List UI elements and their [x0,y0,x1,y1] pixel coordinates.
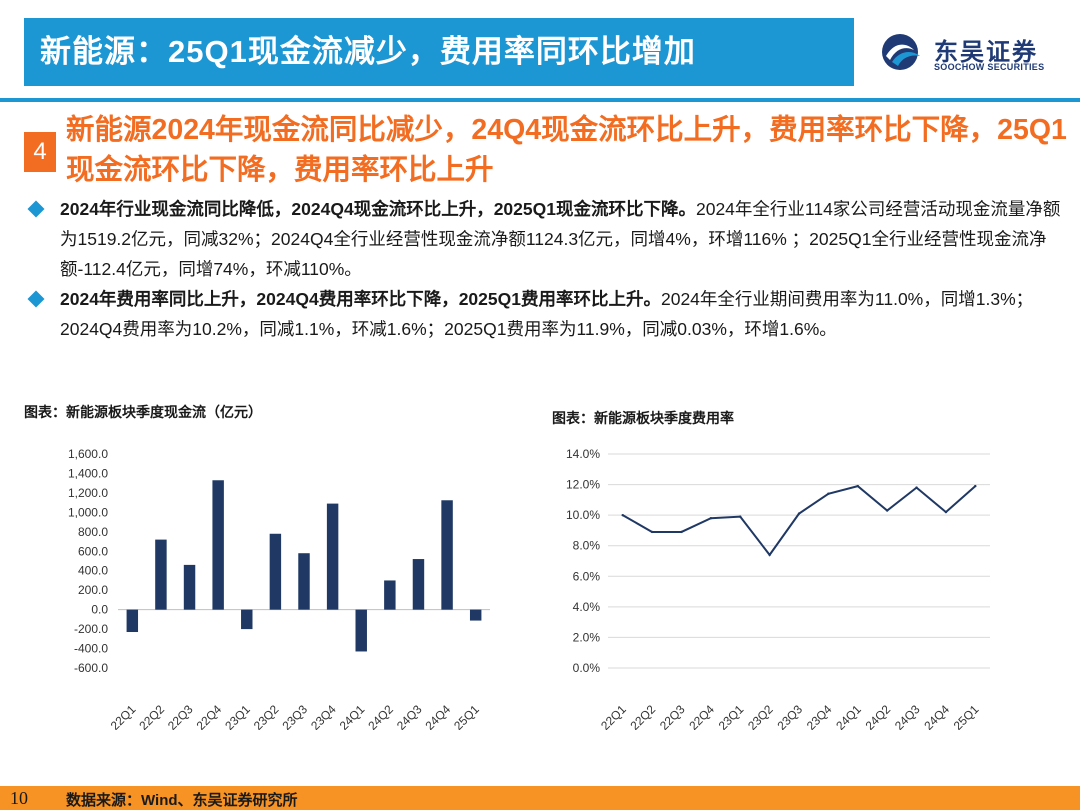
point-25Q1 [974,484,977,488]
x-tick-label: 22Q3 [657,702,688,730]
x-tick-label: 24Q1 [833,702,864,730]
bar-24Q4 [441,500,453,610]
bar-23Q2 [269,533,282,610]
y-tick-label: 6.0% [573,569,601,583]
bar-22Q3 [183,564,196,610]
bar-25Q1 [469,609,482,621]
x-tick-label: 25Q1 [951,702,982,730]
point-24Q3 [915,486,918,489]
point-23Q1 [739,515,742,518]
bullet-item-cashflow: 2024年行业现金流同比降低，2024Q4现金流环比上升，2025Q1现金流环比… [24,194,1074,284]
point-22Q1 [621,513,624,517]
point-23Q3 [797,512,801,515]
logo-text-en: SOOCHOW SECURITIES [934,62,1045,72]
x-tick-label: 24Q4 [921,702,952,730]
footer-bar: 10 数据来源：Wind、东吴证券研究所 [0,786,1080,810]
cashflow-chart-title: 图表：新能源板块季度现金流（亿元） [24,404,262,420]
bullet-bold-lead: 2024年行业现金流同比降低，2024Q4现金流环比上升，2025Q1现金流环比… [60,199,696,219]
expense-chart-title: 图表：新能源板块季度费用率 [552,410,734,426]
y-tick-label: 0.0 [91,603,108,617]
diamond-bullet-icon [27,290,45,308]
bar-23Q3 [298,553,310,610]
x-tick-label: 24Q3 [892,702,923,730]
bullet-bold-lead: 2024年费用率同比上升，2024Q4费用率环比下降，2025Q1费用率环比上升… [60,289,661,309]
x-tick-label: 23Q3 [774,702,805,730]
y-tick-label: 14.0% [566,447,600,461]
x-tick-label: 22Q3 [165,702,196,730]
point-22Q3 [680,530,683,534]
bar-24Q3 [412,559,425,610]
y-tick-label: 1,200.0 [68,486,108,500]
x-tick-label: 24Q4 [423,702,454,730]
expense-line-chart: 14.0%12.0%10.0%8.0%6.0%4.0%2.0%0.0%22Q12… [566,447,990,730]
y-tick-label: 1,600.0 [68,447,108,461]
x-tick-label: 23Q4 [804,702,835,730]
y-tick-label: -400.0 [74,642,108,656]
y-tick-label: 4.0% [573,600,601,614]
bar-22Q2 [155,539,167,610]
point-24Q1 [856,484,859,488]
x-tick-label: 22Q1 [598,702,629,730]
page-title: 新能源：25Q1现金流减少，费用率同环比增加 [40,34,696,69]
y-tick-label: 800.0 [78,525,108,539]
y-tick-label: 400.0 [78,564,108,578]
diamond-bullet-icon [27,200,45,218]
point-23Q4 [827,492,830,495]
y-tick-label: 600.0 [78,544,108,558]
x-tick-label: 22Q4 [194,702,225,730]
x-tick-label: 22Q1 [108,702,139,730]
point-24Q4 [944,510,948,514]
data-source: 数据来源：Wind、东吴证券研究所 [66,792,298,809]
x-tick-label: 22Q2 [136,702,167,730]
x-tick-label: 22Q4 [686,702,717,730]
soochow-logo-icon [882,34,920,70]
x-tick-label: 23Q2 [745,702,776,730]
header-bar: 新能源：25Q1现金流减少，费用率同环比增加 [24,18,854,86]
y-tick-label: -600.0 [74,661,108,675]
expense-ratio-line [622,485,976,557]
x-tick-label: 24Q1 [337,702,368,730]
bar-22Q1 [126,609,139,633]
header-divider [0,98,1080,102]
bar-24Q1 [355,609,367,652]
cashflow-bar-chart: 1,600.0 1,400.0 1,200.0 1,000.0 800.0 600.0 40… [68,447,490,730]
y-tick-label: 1,000.0 [68,505,108,519]
x-tick-label: 23Q2 [251,702,282,730]
x-tick-label: 22Q2 [628,702,659,730]
y-tick-label: 10.0% [566,508,600,522]
page-number: 10 [10,788,28,808]
y-tick-label: 0.0% [573,661,601,675]
x-tick-label: 23Q3 [279,702,310,730]
y-tick-label: 1,400.0 [68,466,108,480]
bar-24Q2 [384,580,396,610]
y-tick-label: 200.0 [78,583,108,597]
point-23Q2 [768,553,771,557]
y-tick-label: -200.0 [74,622,108,636]
x-tick-label: 24Q2 [863,702,894,730]
point-22Q4 [709,517,713,520]
bar-23Q4 [326,503,339,610]
x-tick-label: 24Q2 [365,702,396,730]
bar-23Q1 [241,609,253,630]
x-tick-label: 23Q1 [716,702,747,730]
point-24Q2 [885,509,889,512]
bullet-list: 2024年行业现金流同比降低，2024Q4现金流环比上升，2025Q1现金流环比… [24,194,1074,344]
brand-logo: 东吴证券 SOOCHOW SECURITIES [880,30,1070,78]
x-tick-label: 25Q1 [451,702,482,730]
section-heading: 新能源2024年现金流同比减少，24Q4现金流环比上升，费用率环比下降，25Q1… [66,114,1067,186]
bullet-body-text: 2024年全行业114家公司经营活动现金流量净额为1519.2亿元，同减32%；… [60,199,1061,279]
bar-22Q4 [212,480,224,610]
y-tick-label: 12.0% [566,478,600,492]
y-tick-label: 8.0% [573,539,601,553]
point-22Q2 [650,530,654,534]
x-tick-label: 24Q3 [394,702,425,730]
bullet-body-text: 2024年全行业期间费用率为11.0%，同增1.3%；2024Q4费用率为10.… [60,289,1034,339]
bullet-item-expense: 2024年费用率同比上升，2024Q4费用率环比下降，2025Q1费用率环比上升… [24,284,1074,344]
x-tick-label: 23Q4 [308,702,339,730]
section-number-badge: 4 [24,132,56,172]
logo-text-cn: 东吴证券 [934,39,1038,66]
y-tick-label: 2.0% [573,630,601,644]
x-tick-label: 23Q1 [222,702,253,730]
